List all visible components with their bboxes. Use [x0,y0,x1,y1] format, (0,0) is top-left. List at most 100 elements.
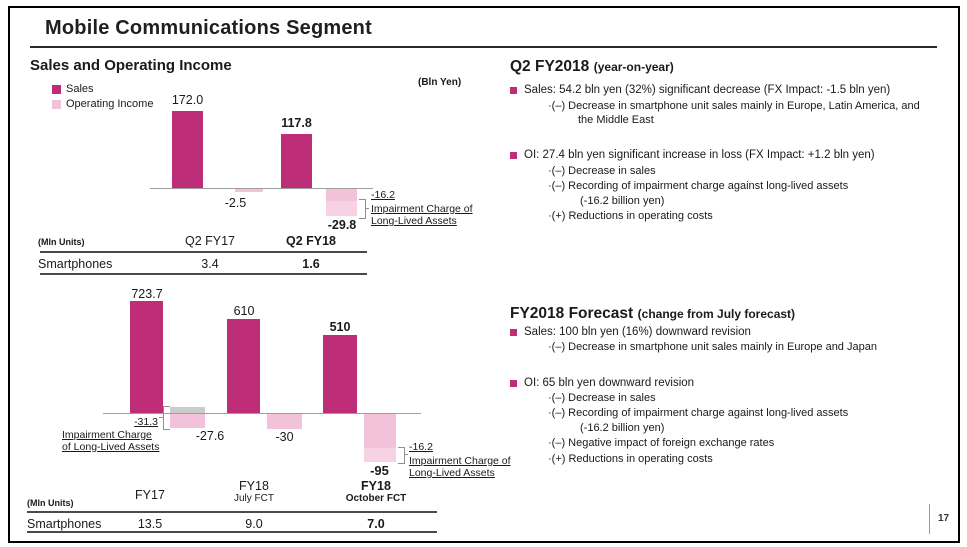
top-table-value-1: 3.4 [201,257,219,271]
top-sales-bar-q2fy18 [281,134,312,188]
top-table-col-q2fy17: Q2 FY17 [184,234,236,248]
section1-heading: Q2 FY2018 (year-on-year) [510,58,674,76]
s2-sub-2b: ·(–) Recording of impairment charge agai… [548,407,849,419]
sales-swatch-icon [52,84,61,94]
legend-sales-label: Sales [66,83,94,95]
top-oi-value-q2fy17: -2.5 [224,196,247,210]
top-sales-bar-q2fy17 [172,111,203,188]
bottom-sales-value-october: 510 [329,320,351,334]
page-number: 17 [938,513,950,524]
chart-section-title: Sales and Operating Income [30,57,232,74]
s2-sub-1a: ·(–) Decrease in smartphone unit sales m… [548,341,877,353]
bottom-oi-value-october: -95 [370,463,389,478]
bottom-left-impairment-line1: Impairment Charge [62,429,152,441]
bottom-oi-value-fy17: -27.6 [195,429,225,443]
top-sales-value-q2fy17: 172.0 [171,93,204,107]
bottom-right-impairment-annotation: -16.2 Impairment Charge of Long-Lived As… [409,441,511,479]
bottom-oi-pre-impairment-segment [170,407,205,413]
section2-heading: FY2018 Forecast (change from July foreca… [510,305,795,323]
bullet-marker-icon [510,152,517,159]
bottom-xlabel-july: FY18 July FCT [214,479,294,505]
legend-item-sales: Sales [52,83,153,95]
bottom-oi-bar-july [267,414,302,429]
s1-bullet-sales: Sales: 54.2 bln yen (32%) significant de… [510,84,890,96]
s1-bullet-sales-text: Sales: 54.2 bln yen (32%) significant de… [524,84,891,96]
top-table-col-q2fy18: Q2 FY18 [285,234,337,248]
bottom-table-value-3: 7.0 [367,517,385,531]
bottom-right-impairment-bracket [398,447,405,464]
bottom-sales-bar-fy17 [130,301,163,413]
bottom-table-value-1: 13.5 [137,517,163,531]
s1-sub-1a: ·(–) Decrease in smartphone unit sales m… [548,100,920,112]
bottom-table-row-label: Smartphones [27,517,102,531]
bottom-right-impairment-line1: Impairment Charge of [409,455,511,467]
section1-title-suffix: (year-on-year) [593,60,674,74]
s2-sub-2a: ·(–) Decrease in sales [548,392,656,404]
top-table-line-top [40,251,367,253]
bottom-oi-bar-fy17 [170,414,205,428]
bottom-left-impairment-bracket [163,406,170,430]
top-impairment-bracket [359,199,366,219]
commentary-panel: Q2 FY2018 (year-on-year) Sales: 54.2 bln… [506,0,961,547]
bottom-table-unit: (Mln Units) [27,498,74,508]
bottom-left-impairment-value: -31.3 [134,416,158,428]
top-impairment-line2: Long-Lived Assets [371,215,457,227]
top-oi-bar-q2fy18 [326,189,357,201]
top-impairment-value: -16.2 [371,189,395,201]
unit-note: (Bln Yen) [418,77,462,88]
legend-item-operating-income: Operating Income [52,98,153,110]
top-table-value-2: 1.6 [302,257,320,271]
bottom-right-impairment-value: -16.2 [409,441,433,453]
top-impairment-bracket-nub [365,208,369,209]
bottom-oi-value-july: -30 [275,430,294,444]
top-oi-bar-q2fy17 [235,189,263,192]
bottom-sales-value-fy17: 723.7 [131,287,163,301]
s2-bullet-sales-text: Sales: 100 bln yen (16%) downward revisi… [524,326,751,338]
bullet-marker-icon [510,87,517,94]
bottom-table-line-bottom [27,531,437,533]
chart-legend: Sales Operating Income [52,83,153,110]
section2-title: FY2018 Forecast [510,305,634,322]
s2-sub-2d: ·(–) Negative impact of foreign exchange… [548,437,775,449]
bottom-xlabel-fy17: FY17 [135,488,165,502]
top-sales-value-q2fy18: 117.8 [281,116,312,130]
bottom-sales-value-july: 610 [233,304,255,318]
bottom-left-impairment-line2: of Long-Lived Assets [62,441,160,453]
top-impairment-line1: Impairment Charge of [371,203,473,215]
legend-operating-income-label: Operating Income [66,98,154,110]
s2-sub-2e: ·(+) Reductions in operating costs [548,453,713,465]
bottom-chart-axis [103,413,421,414]
s1-sub-2c: (-16.2 billion yen) [580,195,665,207]
top-oi-impairment-segment [326,201,357,216]
section2-title-suffix: (change from July forecast) [637,307,796,321]
bottom-left-impairment-bracket-nub [159,417,163,418]
bottom-xlabel-october: FY18 October FCT [336,480,416,505]
s1-sub-2a: ·(–) Decrease in sales [548,165,656,177]
section1-title: Q2 FY2018 [510,58,590,75]
page-title: Mobile Communications Segment [45,17,372,39]
s1-bullet-oi: OI: 27.4 bln yen significant increase in… [510,149,875,161]
bottom-oi-impairment-segment [364,448,396,462]
bottom-table-line-top [27,511,437,513]
top-chart-axis [150,188,373,189]
bottom-sales-bar-october [323,335,357,413]
top-table-line-bottom [40,273,367,275]
bullet-marker-icon [510,380,517,387]
s2-sub-2c: (-16.2 billion yen) [580,422,665,434]
s1-sub-1b: the Middle East [578,114,654,126]
bottom-right-impairment-line2: Long-Lived Assets [409,467,495,479]
bottom-xlabel-july-line1: FY18 [239,479,269,493]
bottom-left-impairment-annotation: Impairment Charge of Long-Lived Assets [62,429,159,453]
title-underline [30,46,937,48]
s2-bullet-oi-text: OI: 65 bln yen downward revision [524,377,695,389]
top-impairment-annotation: -16.2 Impairment Charge of Long-Lived As… [371,189,473,227]
s2-bullet-oi: OI: 65 bln yen downward revision [510,377,694,389]
top-table-unit: (Mln Units) [38,237,85,247]
slide-border [8,6,960,543]
bottom-xlabel-july-line2: July FCT [234,493,274,504]
bottom-table-value-2: 9.0 [245,517,263,531]
top-oi-value-q2fy18: -29.8 [327,218,357,232]
s1-bullet-oi-text: OI: 27.4 bln yen significant increase in… [524,149,875,161]
bottom-oi-bar-october [364,414,396,448]
